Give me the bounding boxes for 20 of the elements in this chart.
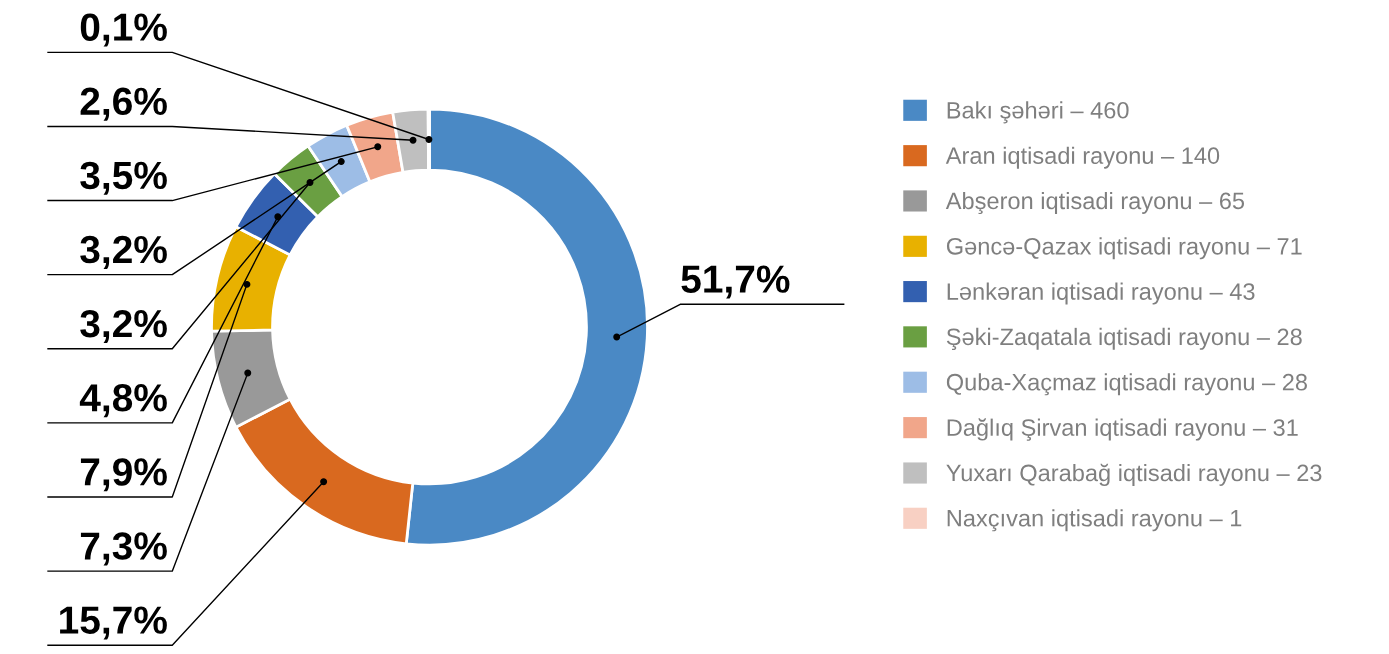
legend-label: Abşeron iqtisadi rayonu – 65 — [945, 191, 1245, 215]
data-label: 3,5% — [80, 161, 167, 195]
data-label: 15,7% — [60, 606, 167, 640]
legend-label: Naxçıvan iqtisadi rayonu – 1 — [947, 509, 1242, 532]
data-label: 7,9% — [80, 458, 167, 492]
data-label: 51,7% — [681, 265, 790, 299]
legend-label: Dağlıq Şirvan iqtisadi rayonu – 31 — [947, 418, 1298, 441]
legend-label: Şəki-Zaqatala iqtisadi rayonu – 28 — [946, 327, 1302, 350]
legend-label: Lənkəran iqtisadi rayonu – 43 — [947, 282, 1255, 305]
legend-label: Gəncə-Qazax iqtisadi rayonu – 71 — [946, 237, 1302, 260]
data-label: 4,8% — [79, 384, 167, 418]
data-label: 7,3% — [80, 532, 167, 566]
data-label: 3,2% — [80, 235, 167, 269]
legend-label: Bakı şəhəri – 460 — [947, 101, 1129, 124]
legend-label: Yuxarı Qarabağ iqtisadi rayonu – 23 — [946, 463, 1322, 486]
data-label: 0,1% — [80, 13, 167, 47]
data-label: 2,6% — [80, 87, 167, 121]
legend-label: Aran iqtisadi rayonu – 140 — [945, 146, 1220, 169]
data-label: 3,2% — [80, 309, 167, 344]
legend-label: Quba-Xaçmaz iqtisadi rayonu – 28 — [946, 373, 1307, 396]
